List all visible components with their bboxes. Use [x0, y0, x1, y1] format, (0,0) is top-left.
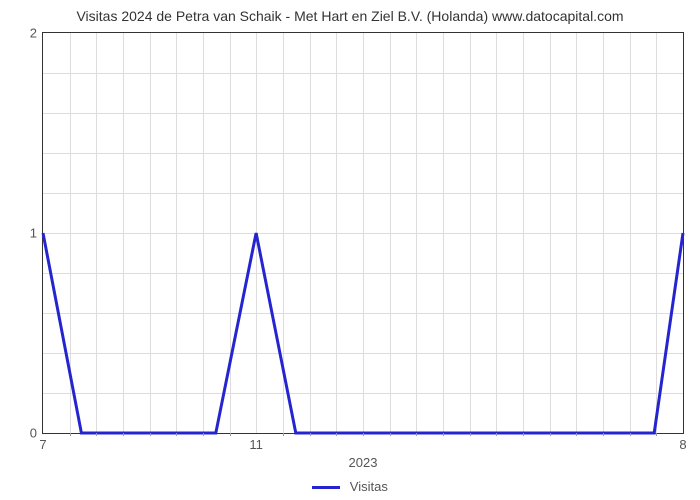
series-line: [43, 233, 683, 433]
x-minor-tick: [523, 433, 524, 436]
y-tick-label: 1: [30, 226, 43, 241]
x-minor-tick: [630, 433, 631, 436]
x-minor-tick: [96, 433, 97, 436]
x-minor-tick: [656, 433, 657, 436]
x-tick-label: 7: [39, 433, 46, 452]
x-minor-tick: [123, 433, 124, 436]
x-minor-tick: [150, 433, 151, 436]
y-tick-label: 2: [30, 26, 43, 41]
legend-swatch: [312, 486, 340, 489]
x-minor-tick: [230, 433, 231, 436]
x-minor-tick: [203, 433, 204, 436]
chart-container: Visitas 2024 de Petra van Schaik - Met H…: [0, 0, 700, 500]
legend: Visitas: [0, 479, 700, 494]
x-minor-tick: [176, 433, 177, 436]
chart-title: Visitas 2024 de Petra van Schaik - Met H…: [0, 8, 700, 24]
x-minor-tick: [603, 433, 604, 436]
x-minor-tick: [576, 433, 577, 436]
x-minor-tick: [550, 433, 551, 436]
x-minor-tick: [70, 433, 71, 436]
x-minor-tick: [470, 433, 471, 436]
x-minor-tick: [496, 433, 497, 436]
x-minor-tick: [416, 433, 417, 436]
x-tick-label: 11: [249, 433, 263, 452]
plot-area: 2023 0127118: [42, 32, 684, 434]
line-series: [43, 33, 683, 433]
x-tick-label: 8: [679, 433, 686, 452]
x-minor-tick: [363, 433, 364, 436]
x-minor-tick: [310, 433, 311, 436]
legend-label: Visitas: [350, 479, 388, 494]
x-axis-label: 2023: [349, 433, 378, 470]
x-minor-tick: [336, 433, 337, 436]
x-minor-tick: [443, 433, 444, 436]
x-minor-tick: [283, 433, 284, 436]
x-minor-tick: [390, 433, 391, 436]
